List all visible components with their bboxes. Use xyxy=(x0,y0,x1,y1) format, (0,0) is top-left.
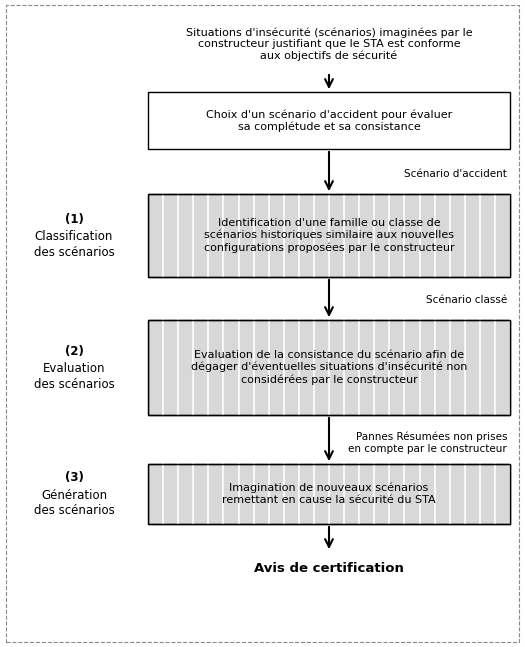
Text: Scénario d'accident: Scénario d'accident xyxy=(404,169,507,179)
Bar xyxy=(148,194,510,277)
Text: Scénario classé: Scénario classé xyxy=(426,295,507,305)
Bar xyxy=(148,194,510,277)
Text: Situations d'insécurité (scénarios) imaginées par le
constructeur justifiant que: Situations d'insécurité (scénarios) imag… xyxy=(186,27,472,61)
Text: (3): (3) xyxy=(65,471,83,484)
Bar xyxy=(148,320,510,415)
Text: Identification d'une famille ou classe de
scénarios historiques similaire aux no: Identification d'une famille ou classe d… xyxy=(204,218,454,253)
Text: Classification
des scénarios: Classification des scénarios xyxy=(34,230,114,259)
Text: (2): (2) xyxy=(65,344,83,358)
Text: (1): (1) xyxy=(65,212,83,226)
Text: Choix d'un scénario d'accident pour évaluer
sa complétude et sa consistance: Choix d'un scénario d'accident pour éval… xyxy=(206,109,452,132)
Bar xyxy=(148,320,510,415)
Text: Avis de certification: Avis de certification xyxy=(254,562,404,575)
Text: Evaluation
des scénarios: Evaluation des scénarios xyxy=(34,362,114,391)
Text: Génération
des scénarios: Génération des scénarios xyxy=(34,489,114,517)
Text: Pannes Résumées non prises
en compte par le constructeur: Pannes Résumées non prises en compte par… xyxy=(348,432,507,454)
Text: Evaluation de la consistance du scénario afin de
dégager d'éventuelles situation: Evaluation de la consistance du scénario… xyxy=(191,350,467,385)
Text: Imagination de nouveaux scénarios
remettant en cause la sécurité du STA: Imagination de nouveaux scénarios remett… xyxy=(222,483,436,505)
Bar xyxy=(148,464,510,524)
Bar xyxy=(148,464,510,524)
Bar xyxy=(148,92,510,149)
